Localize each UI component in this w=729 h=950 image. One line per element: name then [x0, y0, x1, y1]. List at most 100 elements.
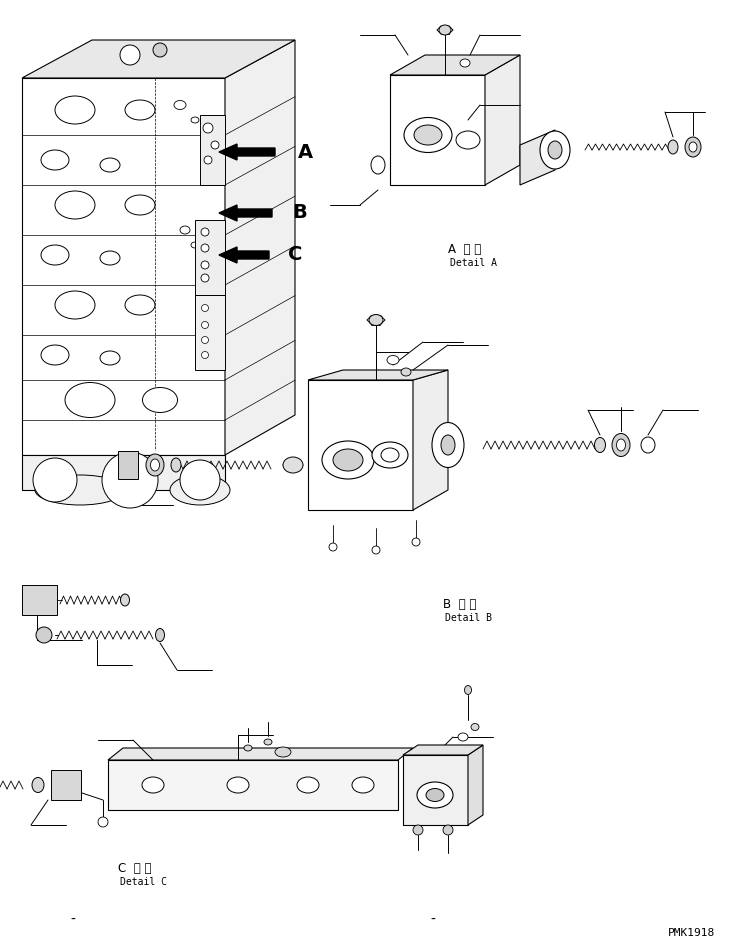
Ellipse shape — [322, 441, 374, 479]
Circle shape — [201, 228, 209, 236]
Ellipse shape — [617, 439, 625, 451]
Ellipse shape — [275, 747, 291, 757]
Ellipse shape — [32, 777, 44, 792]
Text: Detail A: Detail A — [450, 258, 497, 268]
Ellipse shape — [100, 251, 120, 265]
Ellipse shape — [387, 355, 399, 365]
Ellipse shape — [668, 140, 678, 154]
Ellipse shape — [441, 435, 455, 455]
Ellipse shape — [227, 777, 249, 793]
Ellipse shape — [641, 437, 655, 453]
Text: Detail B: Detail B — [445, 613, 492, 623]
Circle shape — [201, 274, 209, 282]
Ellipse shape — [460, 59, 470, 67]
Circle shape — [211, 141, 219, 149]
Ellipse shape — [125, 295, 155, 315]
Polygon shape — [520, 130, 555, 185]
Ellipse shape — [283, 457, 303, 473]
Text: B: B — [292, 203, 307, 222]
Polygon shape — [308, 370, 448, 380]
Ellipse shape — [146, 454, 164, 476]
Circle shape — [443, 825, 453, 835]
Ellipse shape — [685, 137, 701, 157]
Ellipse shape — [55, 191, 95, 219]
Ellipse shape — [100, 158, 120, 172]
Ellipse shape — [41, 150, 69, 170]
Polygon shape — [200, 115, 225, 185]
Ellipse shape — [55, 291, 95, 319]
Ellipse shape — [612, 433, 630, 457]
Ellipse shape — [244, 745, 252, 751]
Text: PMK1918: PMK1918 — [668, 928, 715, 938]
Ellipse shape — [100, 351, 120, 365]
Polygon shape — [22, 585, 57, 615]
Ellipse shape — [439, 25, 451, 35]
Ellipse shape — [174, 101, 186, 109]
Circle shape — [201, 352, 208, 358]
Ellipse shape — [125, 195, 155, 215]
Circle shape — [180, 460, 220, 500]
Polygon shape — [390, 55, 520, 75]
Circle shape — [204, 156, 212, 164]
Circle shape — [201, 244, 209, 252]
Polygon shape — [413, 370, 448, 510]
Ellipse shape — [595, 438, 606, 452]
Ellipse shape — [414, 125, 442, 145]
Ellipse shape — [432, 423, 464, 467]
Circle shape — [102, 452, 158, 508]
Polygon shape — [403, 745, 483, 755]
Polygon shape — [308, 380, 413, 510]
Polygon shape — [468, 745, 483, 825]
Ellipse shape — [41, 245, 69, 265]
Ellipse shape — [371, 156, 385, 174]
Ellipse shape — [191, 242, 199, 248]
Circle shape — [36, 627, 52, 643]
Polygon shape — [390, 75, 485, 185]
Polygon shape — [108, 760, 398, 810]
Polygon shape — [51, 770, 81, 800]
Circle shape — [153, 43, 167, 57]
Ellipse shape — [464, 686, 472, 694]
Ellipse shape — [369, 314, 383, 326]
Ellipse shape — [548, 141, 562, 159]
Text: C  詳 細: C 詳 細 — [118, 862, 152, 875]
Polygon shape — [22, 40, 295, 78]
Circle shape — [412, 538, 420, 546]
Ellipse shape — [55, 96, 95, 124]
Ellipse shape — [471, 724, 479, 731]
Circle shape — [201, 261, 209, 269]
Text: Detail C: Detail C — [120, 877, 167, 887]
Text: A  詳 細: A 詳 細 — [448, 243, 481, 256]
FancyArrow shape — [219, 247, 269, 263]
Polygon shape — [118, 451, 138, 479]
Polygon shape — [485, 55, 520, 185]
Ellipse shape — [142, 388, 177, 412]
Circle shape — [329, 543, 337, 551]
Circle shape — [120, 45, 140, 65]
Ellipse shape — [191, 117, 199, 123]
Ellipse shape — [417, 782, 453, 808]
Circle shape — [98, 817, 108, 827]
Ellipse shape — [65, 383, 115, 417]
Ellipse shape — [458, 733, 468, 741]
Ellipse shape — [41, 345, 69, 365]
Ellipse shape — [142, 777, 164, 793]
Circle shape — [203, 123, 213, 133]
Ellipse shape — [426, 788, 444, 802]
Circle shape — [201, 305, 208, 312]
Text: -: - — [430, 913, 435, 927]
Ellipse shape — [35, 475, 125, 505]
Circle shape — [33, 458, 77, 502]
Ellipse shape — [297, 777, 319, 793]
Circle shape — [372, 546, 380, 554]
Polygon shape — [403, 755, 468, 825]
Ellipse shape — [150, 459, 160, 471]
Ellipse shape — [540, 131, 570, 169]
Ellipse shape — [155, 629, 165, 641]
Polygon shape — [195, 220, 225, 295]
Ellipse shape — [456, 131, 480, 149]
Ellipse shape — [689, 142, 697, 152]
Ellipse shape — [125, 100, 155, 120]
Ellipse shape — [381, 448, 399, 462]
Text: A: A — [298, 142, 313, 162]
